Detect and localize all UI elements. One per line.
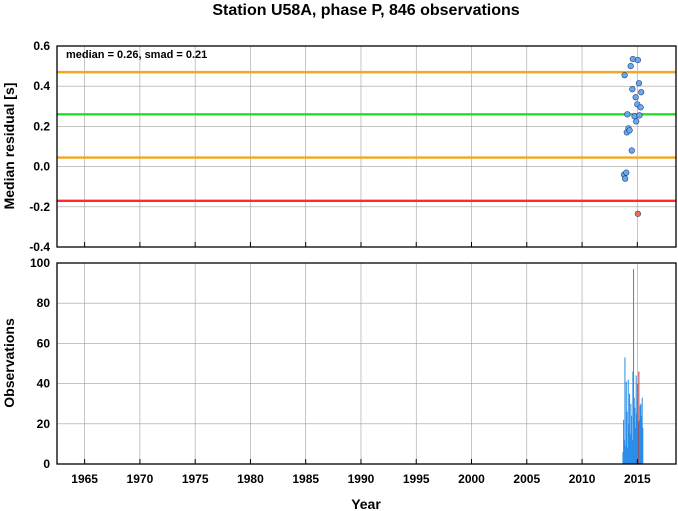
observation-bar bbox=[633, 397, 635, 464]
observation-bar bbox=[623, 419, 625, 464]
observation-bar bbox=[637, 383, 639, 464]
observation-bar bbox=[625, 381, 627, 464]
x-tick-label: 2005 bbox=[513, 472, 540, 486]
residual-point bbox=[634, 56, 641, 64]
bottom-y-tick-label: 40 bbox=[37, 377, 51, 391]
top-y-tick-label: 0.0 bbox=[33, 160, 50, 174]
x-tick-label: 1965 bbox=[71, 472, 98, 486]
bottom-panel-frame bbox=[56, 262, 677, 465]
observation-bar bbox=[632, 371, 634, 464]
observation-bar bbox=[642, 427, 644, 464]
observation-bar bbox=[634, 407, 636, 464]
observation-bar bbox=[633, 269, 635, 464]
top-x-ticks bbox=[84, 242, 638, 247]
observation-bar bbox=[635, 375, 637, 464]
top-panel-gridlines bbox=[57, 45, 676, 248]
outlier-point bbox=[634, 210, 641, 217]
bottom-y-tick-label: 80 bbox=[37, 296, 51, 310]
observation-bar bbox=[625, 445, 627, 464]
top-y-tick-label: 0.4 bbox=[33, 79, 50, 93]
observation-bar bbox=[636, 413, 638, 464]
residual-point bbox=[624, 111, 631, 118]
observation-bar bbox=[626, 411, 628, 464]
observation-bar bbox=[630, 403, 632, 464]
observation-bar bbox=[627, 379, 629, 464]
top-panel-frame bbox=[56, 45, 677, 248]
observation-bar bbox=[624, 357, 626, 464]
x-tick-label: 1975 bbox=[182, 472, 209, 486]
residual-point bbox=[629, 55, 636, 63]
observation-bar bbox=[638, 371, 640, 464]
top-y-axis-label: Median residual [s] bbox=[1, 83, 17, 210]
residual-point bbox=[622, 175, 629, 182]
x-tick-label: 2000 bbox=[458, 472, 485, 486]
top-y-tick-label: -0.4 bbox=[29, 240, 50, 254]
bottom-y-tick-label: 100 bbox=[30, 256, 50, 270]
bottom-x-tick-labels: 1965 1970 1975 1980 1985 1990 1995 2000 2005 2010… bbox=[71, 459, 651, 486]
bottom-y-tick-label: 60 bbox=[37, 336, 51, 350]
median-smad-annotation: median = 0.26, smad = 0.21 bbox=[66, 49, 207, 61]
residual-point bbox=[633, 118, 640, 125]
observation-bar bbox=[641, 397, 643, 464]
observation-bar bbox=[629, 393, 631, 464]
bottom-y-axis-label: Observations bbox=[1, 318, 17, 408]
x-axis-label: Year bbox=[351, 496, 381, 511]
observation-bar bbox=[627, 447, 629, 464]
residual-point bbox=[632, 94, 639, 101]
chart-title: Station U58A, phase P, 846 observations bbox=[212, 2, 519, 19]
bottom-panel-gridlines bbox=[57, 262, 676, 465]
residual-point bbox=[621, 72, 628, 79]
x-tick-label: 1990 bbox=[348, 472, 375, 486]
x-tick-label: 1995 bbox=[403, 472, 430, 486]
x-tick-label: 1970 bbox=[127, 472, 154, 486]
top-y-tick-label: 0.6 bbox=[33, 39, 50, 53]
residual-point bbox=[623, 169, 630, 176]
bottom-y-tick-label: 20 bbox=[37, 417, 51, 431]
observation-bar bbox=[631, 415, 633, 464]
observation-bar bbox=[622, 451, 624, 464]
observation-bar bbox=[639, 419, 641, 464]
reference-lines bbox=[57, 70, 676, 202]
observation-bar bbox=[640, 403, 642, 464]
top-y-tick-label: -0.2 bbox=[29, 200, 50, 214]
residual-point bbox=[638, 89, 645, 96]
residual-points bbox=[620, 55, 645, 217]
bottom-y-tick-label: 0 bbox=[43, 457, 50, 471]
top-y-tick-label: 0.2 bbox=[33, 119, 50, 133]
observation-bar bbox=[639, 405, 641, 464]
residual-point bbox=[637, 104, 644, 111]
x-tick-label: 1980 bbox=[237, 472, 264, 486]
bottom-y-tick-labels: 0 20 40 60 80 100 bbox=[30, 256, 50, 471]
top-y-tick-labels: -0.4 -0.2 0.0 0.2 0.4 0.6 bbox=[29, 39, 50, 254]
residual-point bbox=[627, 62, 634, 70]
x-tick-label: 2015 bbox=[624, 472, 651, 486]
observation-bar bbox=[628, 423, 630, 464]
x-tick-label: 1985 bbox=[292, 472, 319, 486]
observation-bar bbox=[635, 427, 637, 464]
residual-point bbox=[628, 147, 635, 154]
residual-point bbox=[635, 80, 643, 87]
residual-point bbox=[629, 86, 636, 93]
residual-point bbox=[626, 127, 633, 134]
observation-bar bbox=[631, 439, 633, 464]
observation-bar bbox=[623, 439, 625, 464]
x-tick-label: 2010 bbox=[569, 472, 596, 486]
observation-bar bbox=[637, 421, 639, 464]
residual-point bbox=[636, 112, 643, 119]
observation-bars bbox=[622, 269, 644, 464]
observation-bar bbox=[629, 433, 631, 464]
observation-bar bbox=[641, 415, 643, 464]
